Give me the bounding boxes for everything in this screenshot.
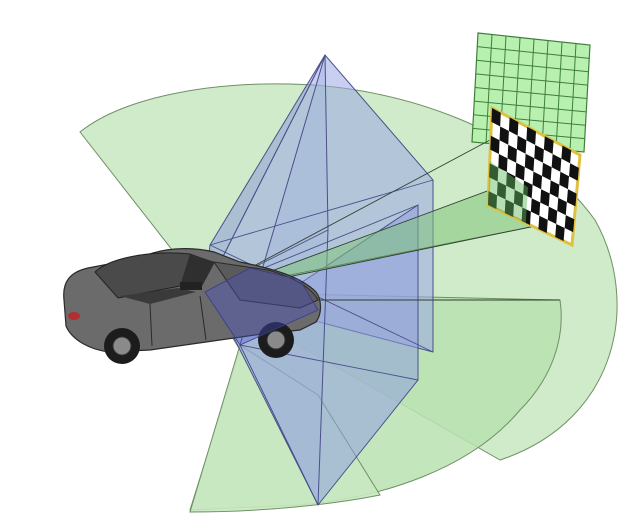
lidar-grid-line (475, 73, 588, 86)
lidar-grid-line (477, 46, 590, 59)
car-icon (63, 248, 322, 364)
car-taillight (68, 312, 80, 320)
sensor-mount (180, 282, 202, 290)
checkerboard-square (521, 207, 531, 225)
checkerboard-square (555, 223, 565, 241)
car-rear-wheel (104, 328, 140, 364)
checkerboard-square (543, 136, 554, 155)
checkerboard-square (524, 153, 535, 172)
checkerboard-square (504, 199, 514, 217)
car-door-line (199, 295, 207, 341)
checkerboard-square (530, 198, 541, 216)
lidar-grid-line (474, 100, 587, 113)
checkerboard-square (549, 180, 560, 198)
checkerboard-square (506, 172, 516, 190)
checkerboard-square (542, 162, 552, 181)
checkerboard-square (547, 206, 558, 224)
camera-frustum-edge (209, 244, 434, 353)
checkerboard-square (540, 189, 550, 207)
checkerboard-square (564, 215, 575, 233)
checkerboard-target-icon (486, 105, 582, 248)
checkerboard-square (534, 144, 544, 163)
car-side-window (120, 288, 196, 304)
checkerboard-square (526, 126, 536, 145)
checkerboard-square (569, 163, 579, 181)
checkerboard-square (515, 162, 525, 181)
checkerboard-square (497, 181, 507, 200)
car-front-wheel (258, 322, 294, 358)
checkerboard-square (538, 215, 548, 233)
checkerboard-square (559, 171, 570, 190)
checkerboard-square (523, 180, 533, 199)
checkerboard-lidar-overlap (488, 161, 529, 223)
checkerboard-square (561, 145, 572, 164)
checkerboard-square (488, 191, 498, 209)
checkerboard-square (557, 197, 567, 216)
checkerboard-square (508, 117, 519, 136)
car-door-line (149, 303, 153, 347)
checkerboard-square (491, 108, 501, 127)
checkerboard-square (566, 189, 577, 207)
camera-frustum-edge (209, 179, 434, 246)
checkerboard-square (490, 135, 500, 154)
checkerboard-square (499, 126, 509, 145)
checkerboard-square (516, 135, 527, 154)
checkerboard-square (507, 144, 517, 163)
checkerboard-square (513, 189, 524, 208)
camera-overlay-on-car (204, 267, 319, 346)
checkerboard-square (551, 154, 562, 172)
lidar-grid-line (476, 59, 589, 73)
checkerboard-square (498, 153, 508, 173)
checkerboard-square (489, 163, 499, 182)
lidar-grid-line (474, 87, 588, 99)
car-windshield (180, 254, 215, 290)
checkerboard-square (532, 171, 543, 190)
